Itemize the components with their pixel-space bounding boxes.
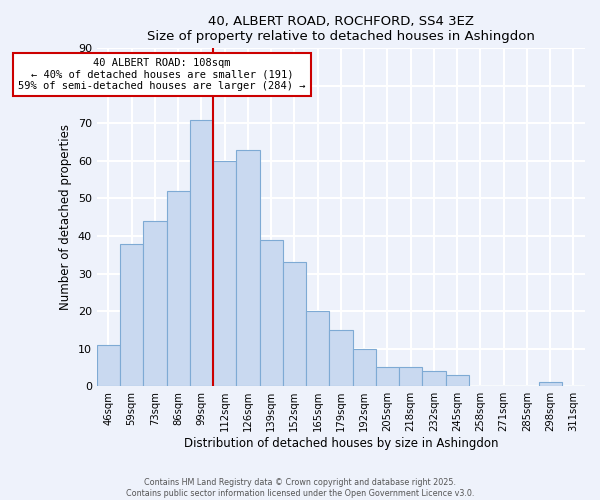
- Bar: [399, 368, 422, 386]
- Text: Contains HM Land Registry data © Crown copyright and database right 2025.
Contai: Contains HM Land Registry data © Crown c…: [126, 478, 474, 498]
- Bar: [353, 348, 376, 386]
- Y-axis label: Number of detached properties: Number of detached properties: [59, 124, 72, 310]
- Bar: [236, 150, 260, 386]
- Bar: [213, 161, 236, 386]
- Bar: [167, 191, 190, 386]
- Bar: [329, 330, 353, 386]
- Bar: [97, 345, 120, 386]
- Bar: [306, 311, 329, 386]
- Bar: [539, 382, 562, 386]
- X-axis label: Distribution of detached houses by size in Ashingdon: Distribution of detached houses by size …: [184, 437, 498, 450]
- Bar: [283, 262, 306, 386]
- Bar: [260, 240, 283, 386]
- Text: 40 ALBERT ROAD: 108sqm
← 40% of detached houses are smaller (191)
59% of semi-de: 40 ALBERT ROAD: 108sqm ← 40% of detached…: [18, 58, 305, 91]
- Bar: [120, 244, 143, 386]
- Bar: [376, 368, 399, 386]
- Bar: [422, 371, 445, 386]
- Bar: [445, 375, 469, 386]
- Title: 40, ALBERT ROAD, ROCHFORD, SS4 3EZ
Size of property relative to detached houses : 40, ALBERT ROAD, ROCHFORD, SS4 3EZ Size …: [147, 15, 535, 43]
- Bar: [143, 221, 167, 386]
- Bar: [190, 120, 213, 386]
